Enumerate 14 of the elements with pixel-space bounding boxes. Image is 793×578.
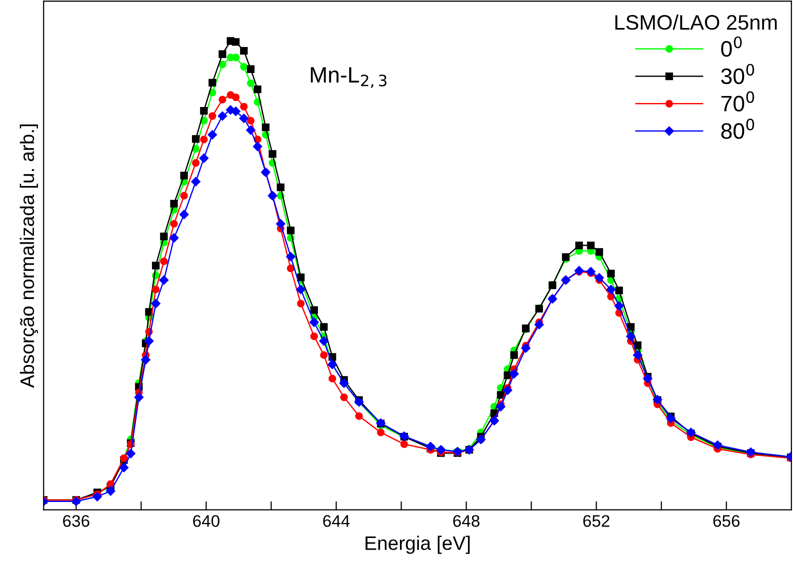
legend-label: 0$^{0}$ — [721, 36, 742, 57]
y-axis-title: Absorção normalizada [u. arb.] — [20, 124, 38, 388]
legend-title: LSMO/LAO 25nm — [615, 14, 777, 30]
x-tick-label: 640 — [193, 515, 220, 527]
x-tick-label: 652 — [583, 515, 610, 527]
legend-label: 80$^{0}$ — [721, 118, 754, 139]
x-tick-label: 644 — [323, 515, 350, 527]
legend-label: 70$^{0}$ — [721, 91, 754, 112]
x-tick-label: 648 — [453, 515, 480, 527]
x-tick-label: 656 — [713, 515, 740, 527]
x-axis-title: Energia [eV] — [366, 536, 470, 554]
x-tick-label: 636 — [63, 515, 90, 527]
annotation: Mn-L$_{2,3}$ — [310, 67, 386, 88]
legend-label: 30$^{0}$ — [721, 64, 754, 84]
